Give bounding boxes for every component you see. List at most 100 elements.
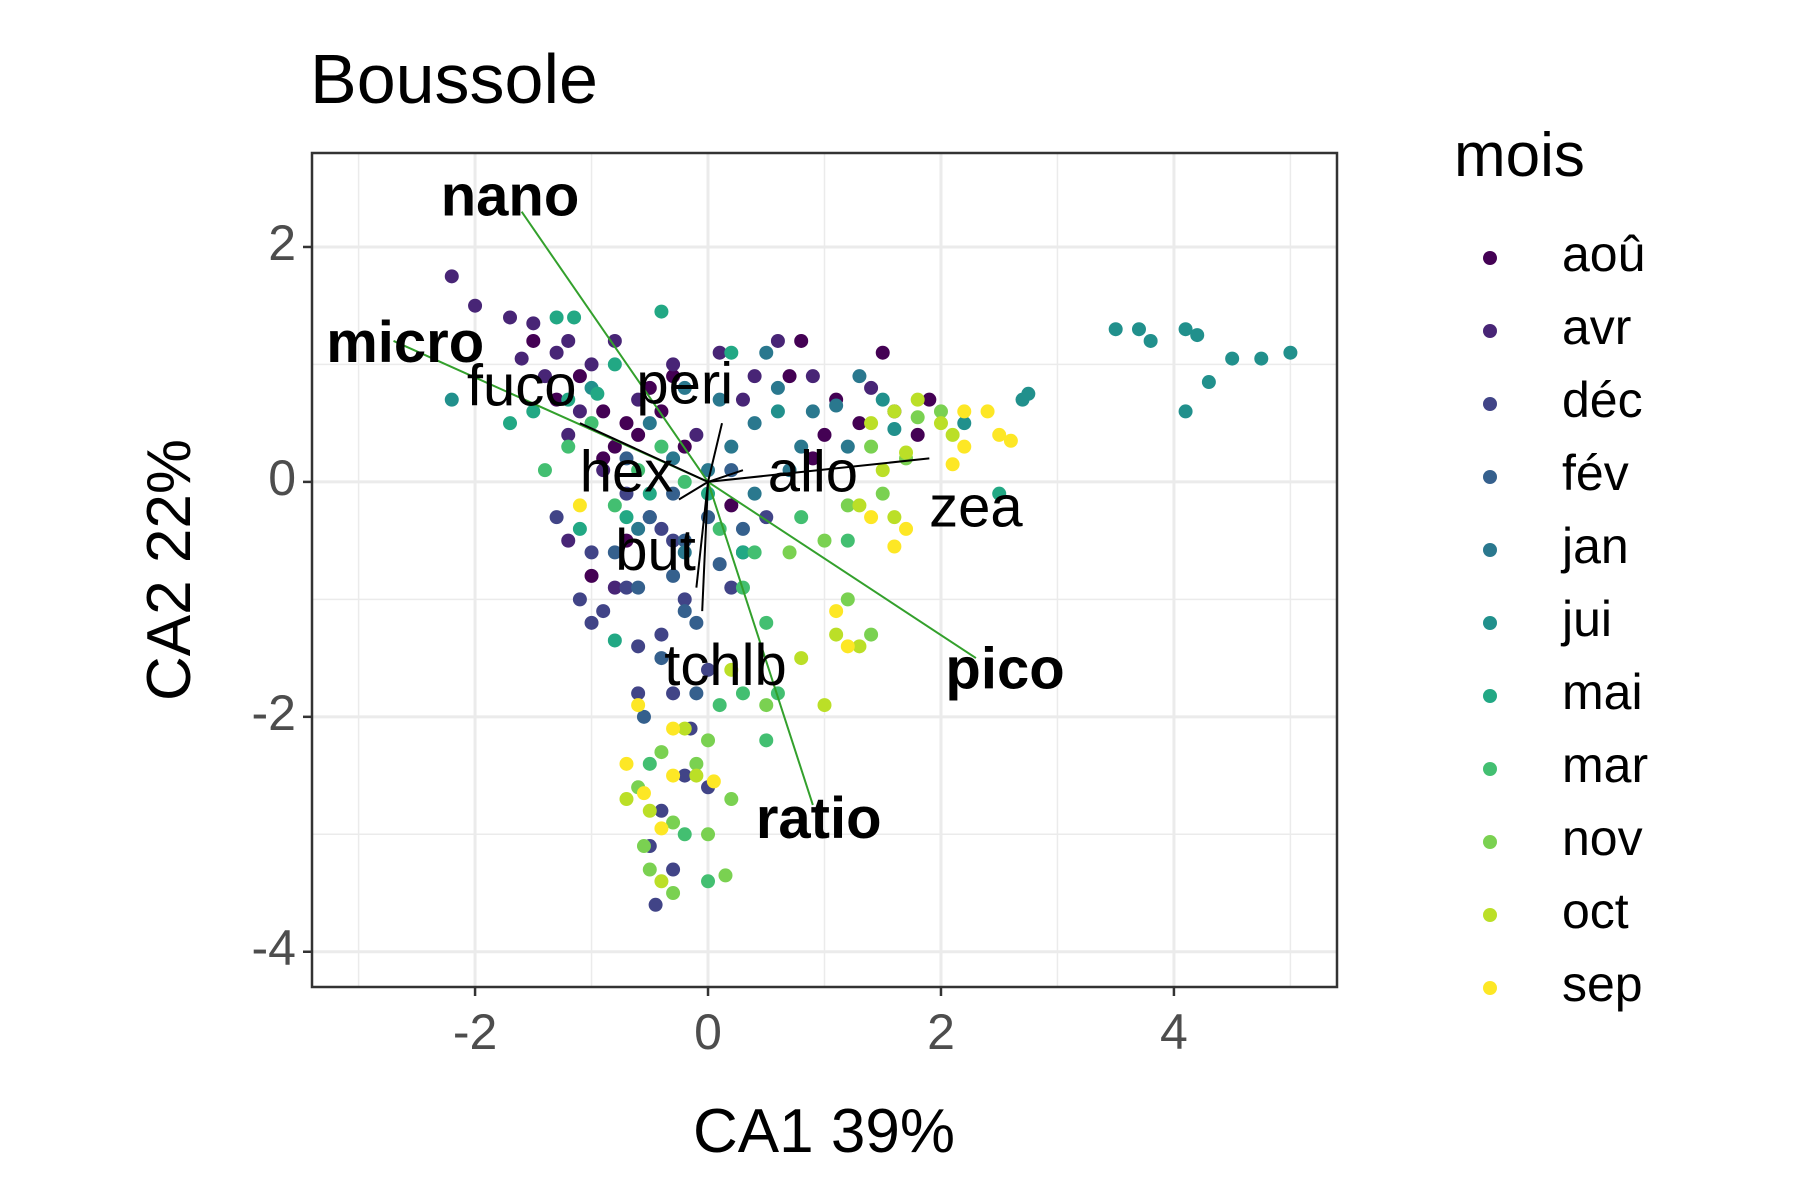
data-point-aoû (852, 416, 867, 431)
data-point-fév (619, 451, 634, 466)
label-tchlb: tchlb (664, 633, 787, 698)
data-point-jui (1131, 322, 1146, 337)
data-point-aoû (572, 369, 587, 384)
data-point-aoû (607, 439, 622, 454)
label-hex: hex (580, 439, 674, 504)
data-point-nov (933, 404, 948, 419)
data-point-avr (537, 369, 552, 384)
data-point-mai (567, 310, 582, 325)
data-point-mai (549, 310, 564, 325)
data-point-mar (607, 498, 622, 513)
data-point-nov (654, 745, 669, 760)
arrow-but (695, 481, 710, 588)
data-point-fév (677, 533, 692, 548)
data-point-avr (561, 427, 576, 442)
data-point-avr (561, 533, 576, 548)
data-point-fév (712, 557, 727, 572)
data-point-avr (864, 380, 879, 395)
data-point-sep (992, 427, 1007, 442)
data-point-avr (607, 580, 622, 595)
data-point-déc (677, 592, 692, 607)
data-point-nov (875, 486, 890, 501)
data-point-avr (712, 345, 727, 360)
data-point-avr (747, 369, 762, 384)
data-point-jan (840, 439, 855, 454)
data-point-déc (724, 580, 739, 595)
data-point-déc (654, 521, 669, 536)
legend-key-aoû (1483, 251, 1497, 265)
data-point-mai (735, 545, 750, 560)
data-point-jan (666, 451, 681, 466)
data-point-fév (654, 651, 669, 666)
data-point-oct (945, 427, 960, 442)
data-point-mar (759, 733, 774, 748)
data-point-aoû (794, 333, 809, 348)
legend-key-sep (1483, 981, 1497, 995)
data-point-fév (666, 568, 681, 583)
data-point-sep (899, 521, 914, 536)
data-point-oct (817, 698, 832, 713)
data-point-oct (887, 404, 902, 419)
data-point-jan (829, 398, 844, 413)
data-point-avr (770, 333, 785, 348)
data-point-jan (747, 416, 762, 431)
data-point-déc (631, 639, 646, 654)
plot-panel: nano micro pico ratio fuco peri hex allo zea but t… (310, 151, 1339, 989)
data-point-fév (636, 709, 651, 724)
data-point-avr (468, 298, 483, 313)
label-allo: allo (768, 439, 858, 504)
arrow-nano (520, 211, 709, 483)
data-point-déc (701, 662, 716, 677)
data-point-oct (794, 651, 809, 666)
label-nano: nano (441, 163, 580, 228)
arrow-allo (707, 469, 744, 483)
data-point-mai (607, 357, 622, 372)
y-axis-title: CA2 22% (135, 439, 204, 701)
data-point-déc (654, 803, 669, 818)
data-point-jui (1021, 386, 1036, 401)
data-point-mai (572, 521, 587, 536)
data-point-avr (805, 369, 820, 384)
data-point-nov (701, 733, 716, 748)
data-point-aoû (584, 568, 599, 583)
data-point-mar (840, 533, 855, 548)
data-point-nov (718, 868, 733, 883)
data-point-mar (701, 874, 716, 889)
legend-label-avr: avr (1562, 299, 1631, 355)
data-point-jui (1201, 375, 1216, 390)
panel-border (310, 151, 1339, 989)
data-point-nov (840, 498, 855, 513)
legend-label-aoû: aoû (1562, 226, 1645, 282)
data-point-déc (666, 686, 681, 701)
data-point-jui (1108, 322, 1123, 337)
data-point-oct (852, 639, 867, 654)
data-point-nov (701, 827, 716, 842)
data-point-sep (1003, 433, 1018, 448)
data-point-sep (957, 439, 972, 454)
x-tick-label: -2 (453, 1004, 497, 1060)
data-point-aoû (922, 392, 937, 407)
data-point-mai (619, 510, 634, 525)
data-point-déc (631, 686, 646, 701)
data-point-aoû (875, 345, 890, 360)
data-point-mai (561, 392, 576, 407)
data-point-mar (654, 439, 669, 454)
legend-key-mai (1483, 689, 1497, 703)
data-point-oct (875, 463, 890, 478)
data-point-mai (642, 486, 657, 501)
data-point-avr (561, 333, 576, 348)
data-point-jui (1178, 322, 1193, 337)
data-point-oct (689, 768, 704, 783)
data-point-sep (706, 774, 721, 789)
x-axis: -2 0 2 4 (453, 987, 1188, 1060)
data-point-sep (666, 721, 681, 736)
data-point-jui (1225, 351, 1240, 366)
data-point-sep (980, 404, 995, 419)
data-point-nov (666, 815, 681, 830)
data-point-mar (642, 756, 657, 771)
data-point-nov (636, 839, 651, 854)
data-point-nov (666, 886, 681, 901)
label-fuco: fuco (467, 354, 577, 419)
legend-label-jui: jui (1560, 591, 1612, 647)
data-point-sep (957, 404, 972, 419)
